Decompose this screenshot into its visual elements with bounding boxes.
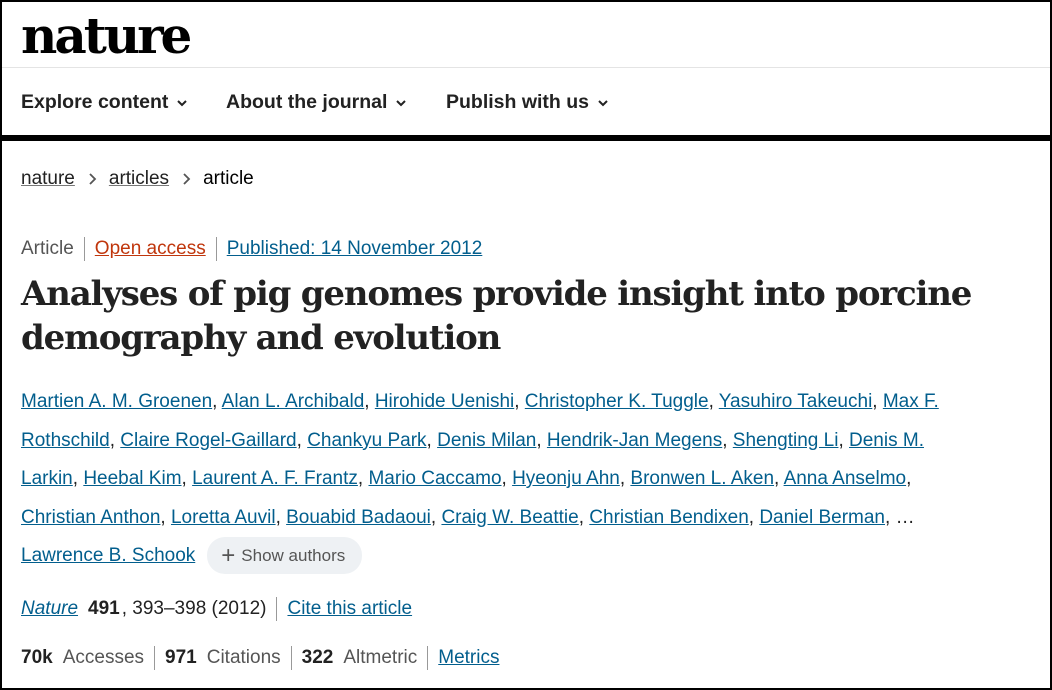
divider xyxy=(154,646,156,670)
breadcrumb-articles[interactable]: articles xyxy=(108,168,170,189)
article-metrics: 70k Accesses 971 Citations 322 Altmetric… xyxy=(21,646,499,670)
author-separator: , xyxy=(426,429,438,451)
author-separator: , xyxy=(885,506,896,528)
author-separator: , xyxy=(906,468,912,489)
author-link[interactable]: Laurent A. F. Frantz xyxy=(192,468,358,489)
metrics-link[interactable]: Metrics xyxy=(438,647,500,668)
author-separator: , xyxy=(536,429,547,451)
plus-icon: + xyxy=(221,541,236,569)
author-separator: , xyxy=(364,391,375,412)
citations-label: Citations xyxy=(206,647,281,668)
nav-explore-content[interactable]: Explore content xyxy=(21,91,188,114)
nav-about-journal[interactable]: About the journal xyxy=(226,91,407,114)
author-link-last[interactable]: Lawrence B. Schook xyxy=(21,545,196,566)
author-link[interactable]: Loretta Auvil xyxy=(170,506,276,528)
author-link[interactable]: Shengting Li xyxy=(732,429,839,451)
author-link[interactable]: Hirohide Uenishi xyxy=(374,391,515,412)
volume-number: 491 xyxy=(88,598,120,619)
show-authors-label: Show authors xyxy=(241,545,346,565)
author-link[interactable]: Bouabid Badaoui xyxy=(286,506,431,528)
open-access-link[interactable]: Open access xyxy=(94,238,206,259)
author-separator: , xyxy=(109,429,121,451)
author-separator: , xyxy=(430,506,442,528)
author-link[interactable]: Anna Anselmo xyxy=(783,468,907,489)
chevron-down-icon xyxy=(396,99,407,106)
citation-line: Nature 491 , 393–398 (2012) Cite this ar… xyxy=(21,597,412,621)
author-separator: , xyxy=(722,429,733,451)
cite-this-article-link[interactable]: Cite this article xyxy=(287,598,413,619)
article-meta: Article Open access Published: 14 Novemb… xyxy=(21,237,482,261)
author-link[interactable]: Christian Anthon xyxy=(21,506,161,528)
journal-link[interactable]: Nature xyxy=(21,598,79,619)
divider xyxy=(290,646,292,670)
nav-item-label: Explore content xyxy=(21,91,169,113)
accesses-label: Accesses xyxy=(62,647,145,668)
author-separator: , xyxy=(708,391,719,412)
author-link[interactable]: Bronwen L. Aken xyxy=(630,468,775,489)
show-authors-button[interactable]: + Show authors xyxy=(207,537,363,575)
nav-publish-with-us[interactable]: Publish with us xyxy=(446,91,609,114)
breadcrumb: nature articles article xyxy=(21,168,254,190)
author-list: Martien A. M. Groenen, Alan L. Archibald… xyxy=(21,383,961,576)
chevron-right-icon xyxy=(183,173,191,185)
author-link[interactable]: Mario Caccamo xyxy=(368,468,502,489)
author-separator: , xyxy=(275,506,287,528)
chevron-down-icon xyxy=(177,99,188,106)
breadcrumb-current: article xyxy=(203,168,254,189)
author-link[interactable]: Chankyu Park xyxy=(307,429,427,451)
divider xyxy=(215,237,217,261)
author-link[interactable]: Yasuhiro Takeuchi xyxy=(718,391,873,412)
article-title: Analyses of pig genomes provide insight … xyxy=(21,274,972,358)
divider xyxy=(276,597,278,621)
author-link[interactable]: Claire Rogel-Gaillard xyxy=(120,429,297,451)
chevron-down-icon xyxy=(598,99,608,106)
nav-item-label: Publish with us xyxy=(446,91,590,113)
nav-divider xyxy=(2,135,1050,141)
author-link[interactable]: Denis M. Larkin xyxy=(21,429,924,490)
author-link[interactable]: Hendrik-Jan Megens xyxy=(546,429,723,451)
author-separator: , xyxy=(774,468,784,489)
article-type: Article xyxy=(21,238,74,259)
author-link[interactable]: Christian Bendixen xyxy=(589,506,749,528)
nav-item-label: About the journal xyxy=(226,91,388,113)
altmetric-label: Altmetric xyxy=(343,647,418,668)
author-separator: , xyxy=(578,506,590,528)
author-separator: , xyxy=(872,391,883,412)
author-separator: , xyxy=(748,506,760,528)
author-link[interactable]: Hyeonju Ahn xyxy=(512,468,620,489)
author-link[interactable]: Daniel Berman xyxy=(759,506,885,528)
author-link[interactable]: Martien A. M. Groenen xyxy=(21,391,213,412)
author-link[interactable]: Heebal Kim xyxy=(83,468,182,489)
citations-count: 971 xyxy=(165,647,197,668)
author-separator: , xyxy=(357,468,369,489)
author-separator: , xyxy=(514,391,525,412)
published-date[interactable]: Published: 14 November 2012 xyxy=(226,238,483,259)
author-separator: , xyxy=(838,429,850,451)
pages-year: , 393–398 (2012) xyxy=(121,598,267,619)
breadcrumb-nature[interactable]: nature xyxy=(21,168,75,189)
authors-ellipsis: … xyxy=(895,506,915,528)
author-separator: , xyxy=(212,391,222,412)
chevron-right-icon xyxy=(89,173,97,185)
author-link[interactable]: Max F. Rothschild xyxy=(21,391,939,451)
author-separator: , xyxy=(501,468,513,489)
nature-logo[interactable]: nature xyxy=(21,6,192,65)
divider xyxy=(427,646,429,670)
author-link[interactable]: Denis Milan xyxy=(437,429,537,451)
main-nav: Explore content About the journal Publis… xyxy=(2,69,1050,135)
author-separator: , xyxy=(296,429,308,451)
author-separator: , xyxy=(181,468,193,489)
accesses-count: 70k xyxy=(21,647,53,668)
altmetric-score: 322 xyxy=(301,647,334,668)
author-separator: , xyxy=(619,468,631,489)
site-header: nature xyxy=(2,2,1050,68)
author-link[interactable]: Alan L. Archibald xyxy=(221,391,365,412)
author-separator: , xyxy=(72,468,84,489)
author-separator: , xyxy=(160,506,171,528)
author-link[interactable]: Craig W. Beattie xyxy=(441,506,579,528)
author-link[interactable]: Christopher K. Tuggle xyxy=(524,391,709,412)
divider xyxy=(83,237,85,261)
